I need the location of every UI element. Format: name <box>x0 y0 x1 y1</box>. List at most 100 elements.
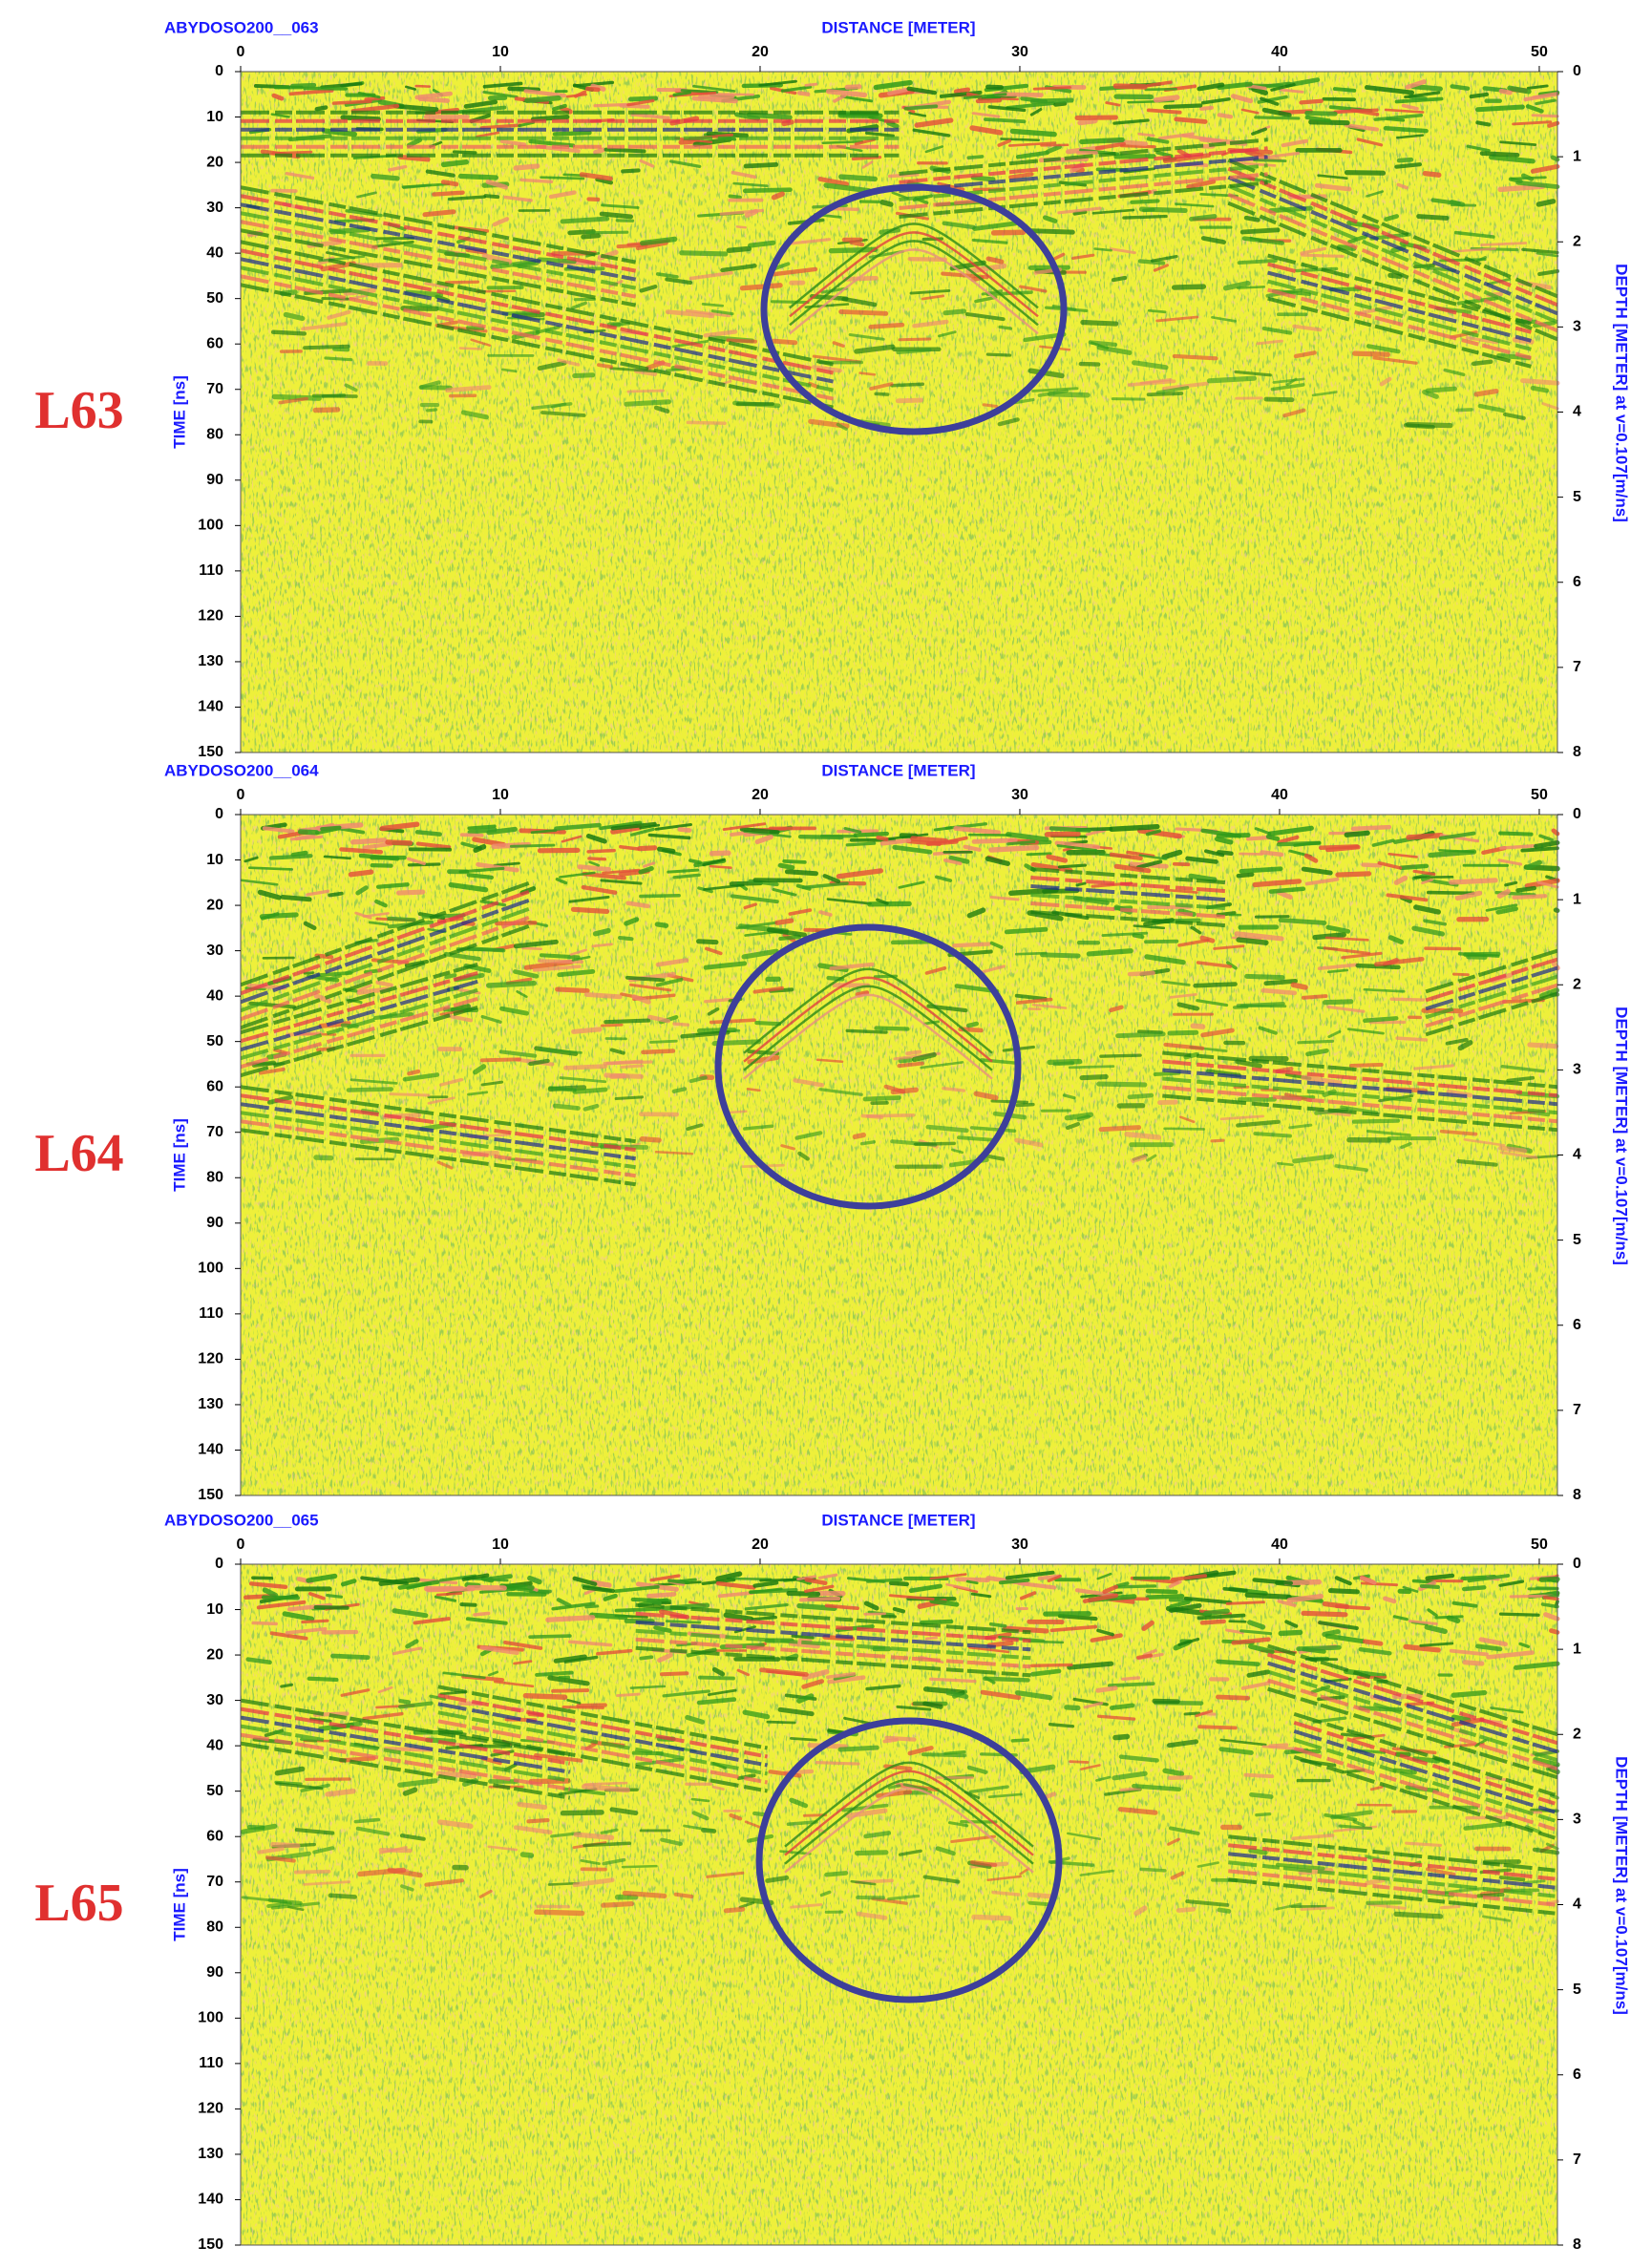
reflection <box>240 1823 278 1834</box>
reflection <box>356 984 372 993</box>
reflection <box>379 821 420 832</box>
reflection <box>610 821 657 831</box>
reflection <box>1384 214 1400 222</box>
reflection <box>1082 1593 1119 1603</box>
reflection <box>965 263 1007 274</box>
reflection <box>707 92 754 96</box>
reflection <box>528 1634 572 1639</box>
reflection <box>288 89 334 96</box>
reflection <box>405 85 417 91</box>
reflection <box>1189 214 1218 222</box>
reflection <box>1075 881 1087 887</box>
reflection <box>780 1144 795 1151</box>
reflection <box>1118 1754 1159 1763</box>
reflector <box>240 915 532 1022</box>
reflection <box>1332 87 1357 93</box>
reflection <box>660 1837 683 1847</box>
reflection <box>973 1091 999 1101</box>
reflection <box>784 869 818 877</box>
reflection <box>1133 924 1166 930</box>
reflection <box>482 81 523 89</box>
y2-axis-label: DEPTH [METER] at v=0.107[m/ns] <box>1613 1756 1631 2015</box>
reflection <box>1053 101 1068 107</box>
reflection <box>509 843 556 848</box>
reflection <box>985 256 1005 265</box>
reflection <box>742 1709 771 1720</box>
reflection <box>1498 1876 1526 1882</box>
reflection <box>407 1069 421 1076</box>
reflector <box>1227 166 1558 307</box>
reflection <box>987 105 1027 113</box>
reflection <box>628 983 672 992</box>
reflection <box>659 1671 689 1677</box>
reflection <box>1254 915 1290 919</box>
reflection <box>1549 1628 1560 1635</box>
reflection <box>1292 1154 1335 1164</box>
reflection <box>1413 904 1441 915</box>
reflection <box>559 1076 607 1084</box>
reflection <box>885 833 929 840</box>
reflection <box>876 898 889 905</box>
y-tick-label: 140 <box>198 699 223 715</box>
reflection <box>395 889 426 896</box>
reflection <box>1377 861 1403 870</box>
reflector <box>1267 270 1532 343</box>
reflection <box>912 319 949 329</box>
reflection <box>1411 1579 1435 1584</box>
reflection <box>691 95 738 104</box>
reflection <box>873 79 913 91</box>
reflection <box>648 1039 678 1044</box>
reflection <box>1263 978 1299 986</box>
reflection <box>604 147 646 154</box>
reflection <box>1112 1733 1131 1741</box>
reflection <box>1199 1619 1226 1625</box>
y-tick-label: 50 <box>206 1783 223 1799</box>
y-tick-label: 150 <box>198 1487 223 1503</box>
reflection <box>945 1583 970 1590</box>
reflection <box>1419 1642 1454 1647</box>
reflection <box>646 1598 662 1606</box>
reflection <box>1485 903 1518 912</box>
reflection <box>540 411 586 417</box>
reflection <box>1200 1028 1235 1038</box>
reflection <box>1506 1075 1536 1083</box>
reflection <box>1145 1594 1185 1600</box>
reflection <box>983 1676 1030 1683</box>
reflection <box>711 1785 725 1791</box>
reflection <box>982 403 999 409</box>
reflection <box>1395 1036 1429 1042</box>
reflection <box>1439 1129 1478 1136</box>
reflection <box>417 96 451 103</box>
x-tick-label: 10 <box>492 787 509 803</box>
y2-tick-label: 6 <box>1573 1317 1581 1333</box>
reflection <box>1163 103 1203 110</box>
reflection <box>942 1087 966 1092</box>
reflection <box>405 1639 419 1649</box>
reflection <box>848 333 885 341</box>
reflection <box>1069 1760 1090 1764</box>
reflection <box>966 155 985 160</box>
reflection <box>1412 869 1436 877</box>
reflection <box>630 113 670 120</box>
reflection <box>1048 1722 1075 1728</box>
reflection <box>313 1155 334 1161</box>
reflector <box>240 880 532 987</box>
reflection <box>947 1821 969 1828</box>
y2-tick-label: 4 <box>1573 1897 1581 1913</box>
reflection <box>426 408 438 413</box>
reflection <box>1450 203 1477 207</box>
reflection <box>513 969 540 979</box>
reflection <box>414 91 453 100</box>
reflection <box>262 826 295 834</box>
reflector <box>240 265 834 392</box>
reflector <box>1425 948 1558 994</box>
reflection <box>730 831 749 837</box>
reflection <box>674 137 713 144</box>
reflector <box>240 1128 636 1187</box>
reflection <box>1542 1596 1559 1601</box>
y-tick-label: 90 <box>206 1215 223 1231</box>
reflection <box>969 1126 1017 1134</box>
reflection <box>1322 999 1354 1006</box>
reflection <box>478 1889 493 1898</box>
reflection <box>1462 1660 1485 1666</box>
